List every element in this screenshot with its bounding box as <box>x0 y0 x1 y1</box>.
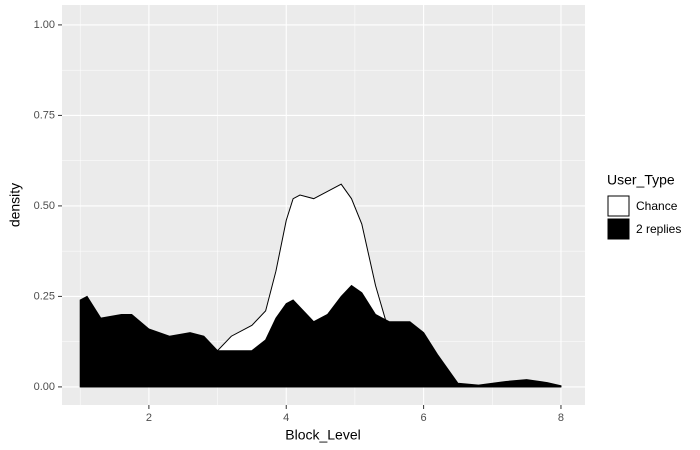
legend-title: User_Type <box>607 172 675 188</box>
y-tick-label: 0.25 <box>34 290 55 302</box>
y-tick-label: 0.75 <box>34 109 55 121</box>
y-tick-label: 0.50 <box>34 200 55 212</box>
y-axis-title: density <box>7 183 23 227</box>
x-axis-title: Block_Level <box>285 427 361 443</box>
density-area <box>79 284 562 388</box>
legend-label: Chance <box>636 199 678 213</box>
legend-label: 2 replies <box>636 222 681 236</box>
x-tick-label: 4 <box>283 412 289 424</box>
legend-key <box>607 195 630 217</box>
x-tick-label: 6 <box>421 412 427 424</box>
y-tick-label: 1.00 <box>34 19 55 31</box>
legend-key <box>607 218 630 240</box>
y-tick-label: 0.00 <box>34 381 55 393</box>
x-tick-label: 2 <box>146 412 152 424</box>
x-tick-label: 8 <box>558 412 564 424</box>
